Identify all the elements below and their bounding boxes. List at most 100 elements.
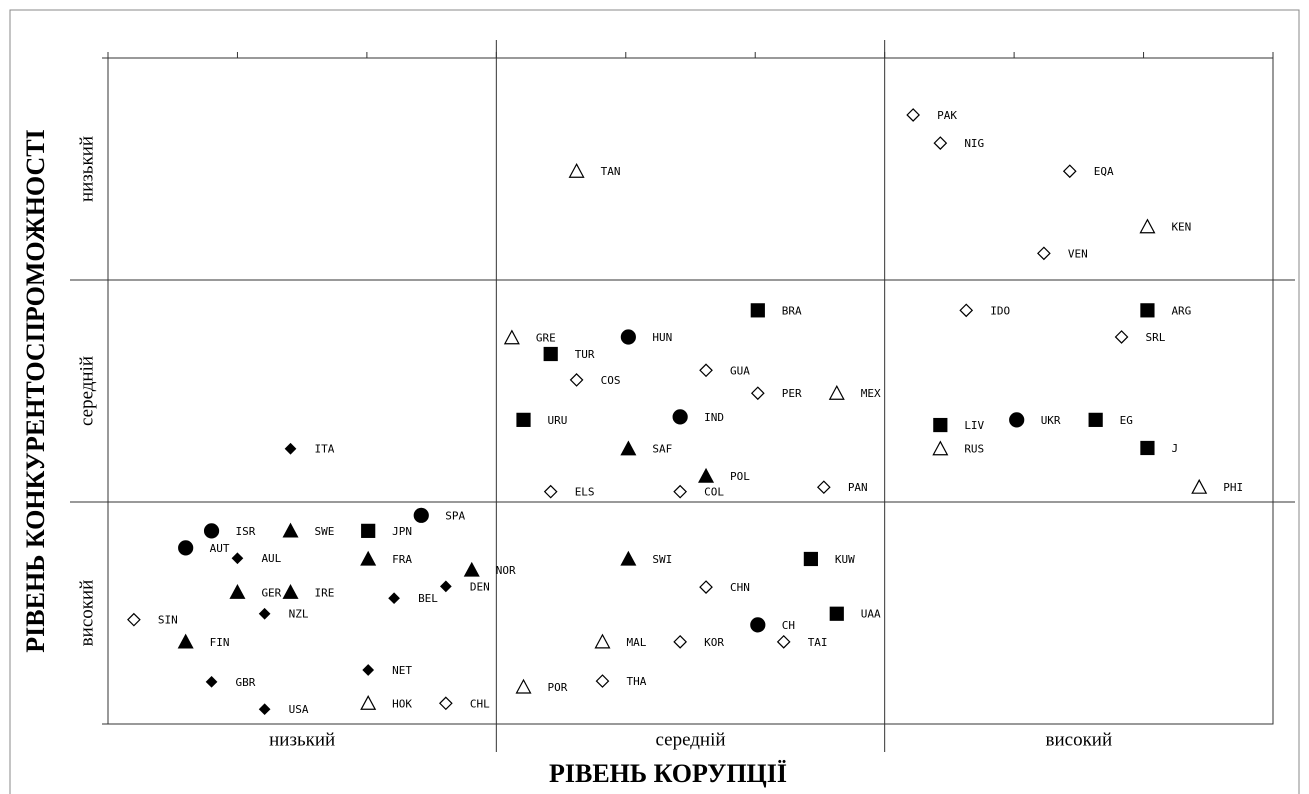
point-label: IDO (990, 304, 1010, 317)
point-label: SPA (445, 509, 465, 522)
marker (933, 417, 948, 433)
point-label: COS (601, 374, 621, 387)
point-label: SAF (652, 443, 672, 456)
marker (803, 551, 818, 567)
point-label: J (1171, 442, 1178, 455)
point-label: UKR (1041, 414, 1061, 427)
point-label: SRL (1146, 331, 1166, 344)
point-label: MEX (861, 387, 881, 400)
point-label: SIN (158, 614, 178, 627)
marker (388, 592, 400, 605)
marker (568, 162, 585, 178)
y-category-label: високий (76, 580, 97, 647)
marker (177, 633, 194, 649)
point-label: URU (548, 414, 568, 427)
marker (750, 303, 765, 318)
marker (620, 329, 636, 345)
point-label: CH (782, 619, 795, 632)
point-label: AUL (261, 552, 281, 565)
point-label: USA (289, 703, 309, 716)
marker (906, 108, 920, 122)
point-label: AUT (210, 542, 230, 555)
marker (1114, 330, 1129, 344)
marker (360, 695, 377, 710)
point-label: KUW (835, 553, 855, 566)
marker (699, 363, 713, 378)
point-label: KEN (1171, 221, 1191, 234)
point-label: SWE (315, 525, 335, 538)
point-label: BEL (418, 592, 438, 605)
point-label: NIG (964, 137, 984, 150)
point-label: IRE (315, 586, 335, 599)
point-label: HUN (652, 331, 672, 344)
marker (282, 522, 299, 538)
point-label: POL (730, 470, 750, 483)
point-label: LIV (964, 419, 984, 432)
point-label: COL (704, 486, 724, 499)
point-label: CHN (730, 581, 750, 594)
marker (515, 678, 532, 694)
point-label: JPN (392, 525, 412, 538)
point-label: HOK (392, 697, 412, 710)
point-label: ITA (315, 443, 335, 456)
point-label: GER (261, 586, 281, 599)
marker (829, 606, 844, 621)
point-label: NET (392, 664, 412, 677)
marker (816, 480, 831, 495)
point-label: CHL (470, 697, 490, 710)
point-label: PAN (848, 481, 868, 494)
point-label: MAL (626, 636, 646, 649)
marker (229, 584, 246, 599)
marker (750, 386, 765, 401)
plot-area (107, 57, 1274, 725)
marker (360, 550, 377, 566)
point-label: IND (704, 411, 724, 424)
marker (933, 136, 948, 150)
marker (959, 303, 974, 318)
point-label: TAN (601, 165, 621, 178)
marker (413, 507, 429, 523)
point-label: BRA (782, 304, 802, 317)
marker (127, 612, 141, 627)
marker (543, 346, 558, 362)
marker (1009, 412, 1025, 428)
marker (463, 561, 480, 577)
marker (750, 617, 766, 633)
marker (699, 580, 713, 594)
point-label: GRE (536, 332, 556, 345)
point-label: ELS (575, 486, 595, 499)
marker (362, 664, 375, 676)
point-label: PER (782, 387, 802, 400)
point-label: FIN (210, 636, 230, 649)
y-category-label: низький (76, 136, 97, 202)
point-label: KOR (704, 636, 724, 649)
marker (1037, 246, 1051, 261)
point-label: FRA (392, 553, 412, 566)
marker (1139, 218, 1156, 234)
point-label: VEN (1068, 247, 1088, 260)
marker (595, 674, 610, 688)
marker (205, 675, 218, 688)
point-label: SWI (652, 553, 672, 566)
marker (569, 373, 584, 387)
point-label: EQA (1094, 165, 1114, 178)
marker (1140, 303, 1155, 318)
marker (1088, 412, 1103, 427)
marker (1140, 440, 1155, 456)
point-label: PHI (1223, 481, 1243, 494)
marker (516, 412, 531, 427)
marker (620, 440, 637, 456)
marker (698, 467, 715, 483)
marker (776, 635, 791, 649)
point-label: GBR (236, 676, 256, 689)
point-label: NZL (289, 608, 309, 621)
marker (620, 550, 637, 566)
x-category-label: високий (1046, 729, 1113, 750)
point-label: GUA (730, 364, 750, 377)
y-axis-title: РІВЕНЬ КОНКУРЕНТОСПРОМОЖНОСТІ (21, 129, 50, 652)
marker (672, 409, 688, 425)
marker (932, 440, 949, 456)
marker (440, 580, 452, 593)
point-label: POR (548, 681, 568, 694)
